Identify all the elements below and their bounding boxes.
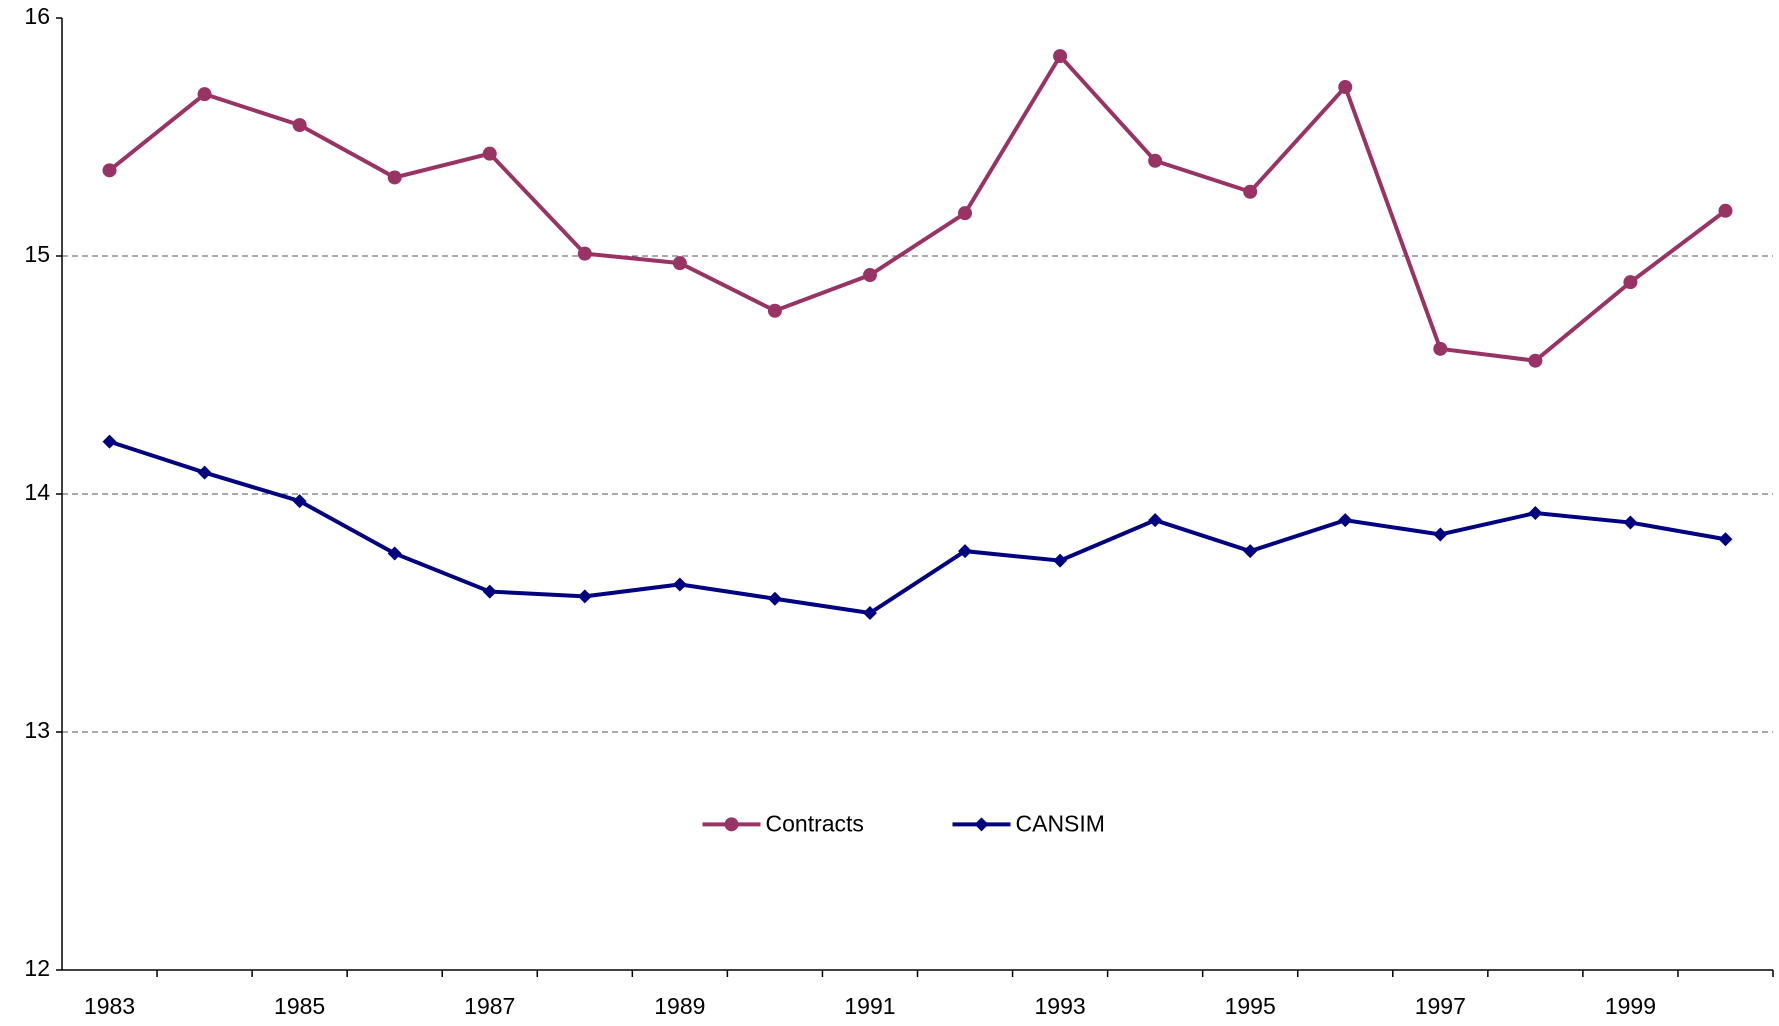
y-tick-label: 16 [24,3,50,29]
x-tick-label: 1987 [464,993,515,1019]
data-point [482,146,497,161]
y-tick-label: 14 [24,479,50,505]
data-point [1148,513,1163,528]
data-point [1148,153,1163,168]
data-point [767,303,782,318]
data-point [1623,515,1638,530]
data-point [862,268,877,283]
data-point [197,87,212,102]
data-point [862,606,877,620]
series-line [108,52,1727,363]
data-point [672,256,687,271]
data-point [1528,506,1543,521]
data-point [1718,532,1733,547]
data-point [1053,553,1068,568]
data-point [292,118,307,133]
data-point [958,544,973,559]
data-point [482,584,497,599]
data-point [102,163,117,178]
y-tick-label: 15 [24,241,50,267]
data-point [387,170,402,185]
data-point [1528,353,1543,368]
data-point [102,434,117,449]
legend-marker [724,817,739,832]
data-point [1433,527,1448,542]
y-tick-label: 12 [24,955,50,981]
data-point [1338,513,1353,528]
legend-label: CANSIM [1016,810,1105,836]
x-tick-label: 1993 [1034,993,1085,1019]
data-point [577,589,592,604]
legend-marker [974,817,989,832]
x-tick-label: 1991 [844,993,895,1019]
data-point [1623,275,1638,290]
data-point [1433,341,1448,356]
data-point [1243,544,1258,559]
x-tick-label: 1985 [274,993,325,1019]
data-point [577,246,592,261]
data-point [1338,80,1353,95]
legend-label: Contracts [766,810,864,836]
data-point [197,465,212,480]
data-point [1053,49,1068,64]
x-tick-label: 1999 [1605,993,1656,1019]
data-point [1243,184,1258,199]
data-point [767,591,782,606]
x-tick-label: 1997 [1415,993,1466,1019]
data-point [292,494,307,509]
y-tick-label: 13 [24,717,50,743]
data-point [1718,203,1733,218]
series-line [108,439,1726,616]
data-point [387,546,402,561]
x-tick-label: 1989 [654,993,705,1019]
data-point [958,206,973,221]
x-tick-label: 1983 [84,993,135,1019]
x-tick-label: 1995 [1225,993,1276,1019]
data-point [672,577,687,592]
